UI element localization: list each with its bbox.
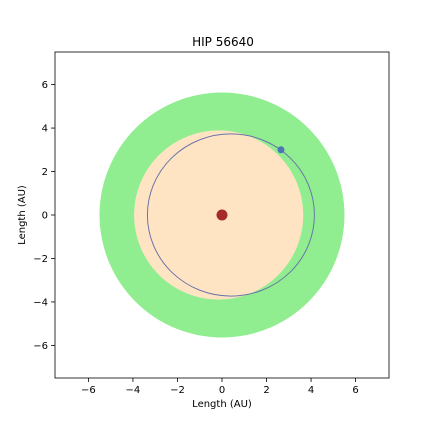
x-axis-label: Length (AU) bbox=[192, 399, 252, 410]
y-tick-label: −2 bbox=[33, 254, 48, 265]
x-tick-label: 2 bbox=[263, 385, 269, 396]
y-axis-label: Length (AU) bbox=[17, 185, 28, 245]
x-tick-label: −2 bbox=[170, 385, 185, 396]
y-tick-label: 2 bbox=[42, 167, 48, 178]
y-tick-label: 6 bbox=[42, 80, 48, 91]
y-axis-ticks: −6 −4 −2 0 2 4 6 bbox=[33, 80, 55, 352]
chart-title: HIP 56640 bbox=[192, 35, 254, 49]
y-tick-label: −6 bbox=[33, 341, 48, 352]
x-tick-label: 4 bbox=[308, 385, 314, 396]
planet-marker bbox=[277, 146, 285, 154]
planet-orbit bbox=[146, 133, 315, 297]
y-tick-label: −4 bbox=[33, 297, 48, 308]
x-tick-label: −6 bbox=[81, 385, 96, 396]
y-tick-label: 4 bbox=[42, 124, 48, 135]
x-tick-label: −4 bbox=[126, 385, 141, 396]
plot-area bbox=[54, 51, 390, 379]
x-tick-label: 0 bbox=[219, 385, 225, 396]
host-star-marker bbox=[216, 209, 228, 221]
x-axis-ticks: −6 −4 −2 0 2 4 6 bbox=[81, 378, 359, 396]
y-tick-label: 0 bbox=[42, 211, 48, 222]
x-tick-label: 6 bbox=[352, 385, 358, 396]
